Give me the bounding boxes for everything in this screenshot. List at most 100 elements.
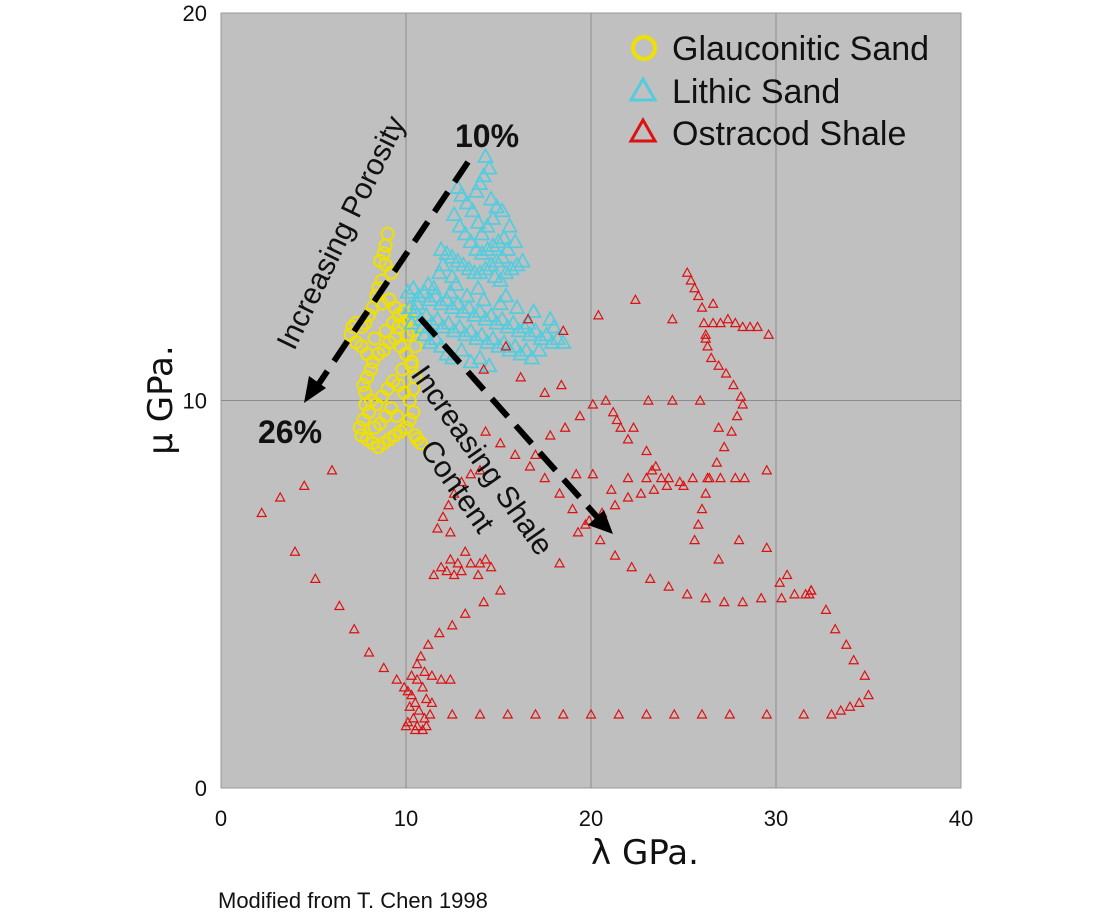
data-point xyxy=(700,328,712,339)
data-point xyxy=(356,378,371,392)
data-point xyxy=(642,394,654,405)
data-point xyxy=(326,464,338,475)
data-point xyxy=(611,414,623,425)
data-point xyxy=(720,367,732,378)
data-point xyxy=(609,499,621,510)
data-point xyxy=(484,329,502,346)
data-point xyxy=(622,472,634,483)
data-point xyxy=(554,487,566,498)
data-point xyxy=(365,300,380,315)
source-note: Modified from T. Chen 1998 xyxy=(218,888,488,913)
data-point xyxy=(698,317,710,328)
data-point xyxy=(356,412,371,427)
data-point xyxy=(848,654,860,665)
data-point xyxy=(517,341,535,357)
data-point xyxy=(256,507,268,518)
data-point xyxy=(629,294,641,304)
data-point xyxy=(473,325,491,342)
data-point xyxy=(825,708,838,719)
data-point xyxy=(729,472,741,483)
x-tick-label: 10 xyxy=(394,806,418,831)
data-point xyxy=(525,302,543,318)
data-point xyxy=(615,421,627,432)
data-point xyxy=(403,314,421,330)
data-point xyxy=(399,283,417,299)
data-point xyxy=(776,592,788,603)
series-lithic-sand xyxy=(399,147,572,373)
data-point xyxy=(502,259,520,276)
data-point xyxy=(510,321,528,338)
data-point xyxy=(478,333,496,349)
data-point xyxy=(502,708,514,719)
data-point xyxy=(434,318,452,334)
data-point xyxy=(702,340,714,351)
data-point xyxy=(566,503,579,514)
data-point xyxy=(489,232,508,249)
data-point xyxy=(557,325,569,335)
data-point xyxy=(360,370,375,385)
data-point xyxy=(378,238,393,253)
data-point xyxy=(494,584,506,595)
data-point xyxy=(853,697,865,707)
data-point xyxy=(648,483,660,494)
data-point xyxy=(607,406,619,417)
data-point xyxy=(427,287,445,303)
data-point xyxy=(437,511,449,521)
data-point xyxy=(480,425,492,436)
data-point xyxy=(484,209,502,225)
shale-arrow xyxy=(417,316,613,534)
data-point xyxy=(751,321,764,332)
data-point xyxy=(729,317,741,328)
data-point xyxy=(544,429,556,440)
data-point xyxy=(407,712,419,723)
data-point xyxy=(456,225,474,241)
data-point xyxy=(448,569,460,580)
data-point xyxy=(731,410,743,421)
data-point xyxy=(685,274,697,285)
data-point xyxy=(737,596,749,607)
data-point xyxy=(446,619,458,630)
data-point xyxy=(406,669,418,680)
data-point xyxy=(640,445,653,456)
data-point xyxy=(378,662,390,673)
data-point xyxy=(428,310,446,326)
data-point xyxy=(613,708,625,719)
data-point xyxy=(506,232,524,249)
data-point xyxy=(402,685,414,696)
data-point xyxy=(733,534,745,545)
data-point xyxy=(469,213,487,229)
data-point xyxy=(477,310,495,326)
data-point xyxy=(640,708,653,719)
legend-label-ostracod: Ostracod Shale xyxy=(672,115,906,153)
data-point xyxy=(689,534,701,545)
data-point xyxy=(274,491,286,502)
data-point xyxy=(526,321,545,338)
y-axis-title: μ GPa. xyxy=(141,345,181,454)
data-point xyxy=(417,681,429,692)
data-point xyxy=(681,266,693,277)
data-point xyxy=(574,410,586,421)
data-point xyxy=(862,689,875,700)
data-point xyxy=(493,201,511,218)
legend-marker-ostracod xyxy=(628,116,658,143)
data-point xyxy=(763,328,775,339)
data-point xyxy=(459,607,471,618)
data-point xyxy=(420,720,432,731)
data-point xyxy=(529,708,542,719)
data-point xyxy=(402,412,417,427)
data-point xyxy=(538,325,556,342)
data-point xyxy=(493,310,511,326)
data-point xyxy=(692,518,704,529)
data-point xyxy=(737,398,749,409)
data-point xyxy=(459,545,471,556)
legend-label-lithic: Lithic Sand xyxy=(672,73,840,111)
data-point xyxy=(469,279,487,295)
data-point xyxy=(465,468,477,479)
data-point xyxy=(455,565,468,576)
data-point xyxy=(655,472,667,483)
data-point xyxy=(663,580,675,591)
data-point xyxy=(309,573,321,583)
y-tick-label: 20 xyxy=(183,1,207,26)
data-point xyxy=(805,584,817,595)
data-point xyxy=(523,349,541,365)
